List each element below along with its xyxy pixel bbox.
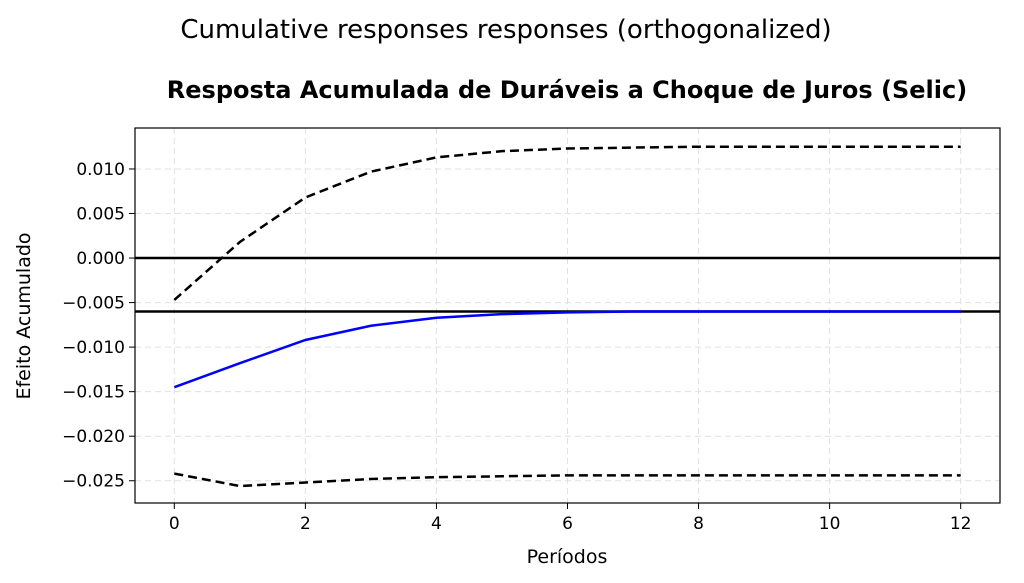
y-tick-label: −0.005 [62, 294, 125, 314]
y-axis-label: Efeito Acumulado [13, 232, 35, 399]
series-line [173, 310, 961, 389]
y-tick-label: −0.025 [62, 472, 125, 492]
y-tick-label: −0.020 [62, 427, 125, 447]
series-line [174, 472, 961, 488]
y-tick-label: 0.005 [76, 205, 125, 225]
y-tick-label: −0.015 [62, 383, 125, 403]
y-tick-label: −0.010 [62, 338, 125, 358]
x-tick-label: 12 [950, 514, 972, 534]
x-tick-label: 4 [431, 514, 442, 534]
plot-frame [134, 127, 1001, 504]
x-tick-label: 8 [693, 514, 704, 534]
x-tick-label: 0 [169, 514, 180, 534]
x-tick-label: 2 [300, 514, 311, 534]
x-tick-label: 10 [819, 514, 841, 534]
x-tick-label: 6 [562, 514, 573, 534]
x-axis-label: Períodos [527, 546, 608, 568]
y-tick-label: 0.000 [76, 249, 125, 269]
series-line [173, 145, 961, 301]
chart-title: Resposta Acumulada de Duráveis a Choque … [167, 76, 967, 104]
y-tick-label: 0.010 [76, 160, 125, 180]
suptitle: Cumulative responses responses (orthogon… [180, 15, 831, 45]
